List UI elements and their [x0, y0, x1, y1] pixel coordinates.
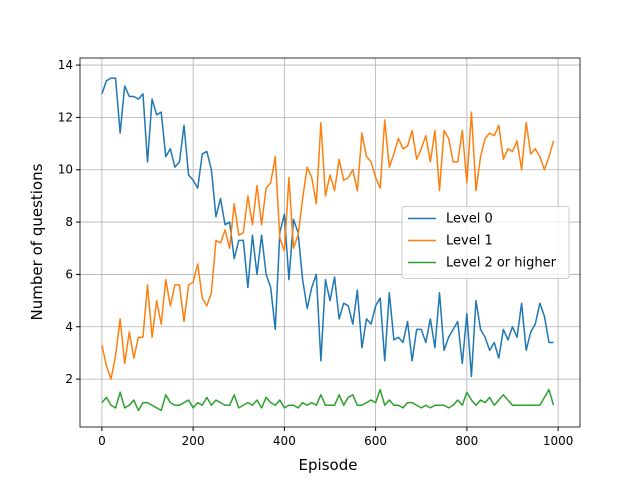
- y-tick-label: 2: [65, 372, 73, 386]
- y-axis-label: Number of questions: [28, 163, 46, 320]
- x-axis-label: Episode: [299, 456, 358, 474]
- x-tick-label: 1000: [543, 434, 574, 448]
- x-tick-label: 800: [455, 434, 478, 448]
- y-tick-label: 6: [65, 267, 73, 281]
- y-tick-label: 8: [65, 215, 73, 229]
- x-tick-label: 0: [98, 434, 106, 448]
- y-tick-label: 4: [65, 320, 73, 334]
- legend-label: Level 2 or higher: [446, 256, 557, 271]
- legend-label: Level 0: [446, 212, 493, 227]
- y-tick-label: 12: [58, 110, 73, 124]
- x-tick-label: 600: [364, 434, 387, 448]
- axes-frame: [79, 57, 581, 428]
- line: [101, 111, 555, 380]
- line: [101, 77, 554, 378]
- legend-box: [401, 206, 570, 279]
- legend-label: Level 1: [446, 234, 493, 249]
- line: [101, 388, 555, 412]
- x-tick-label: 400: [273, 434, 296, 448]
- x-tick-label: 200: [182, 434, 205, 448]
- y-tick-label: 10: [58, 163, 73, 177]
- y-tick-label: 14: [58, 58, 73, 72]
